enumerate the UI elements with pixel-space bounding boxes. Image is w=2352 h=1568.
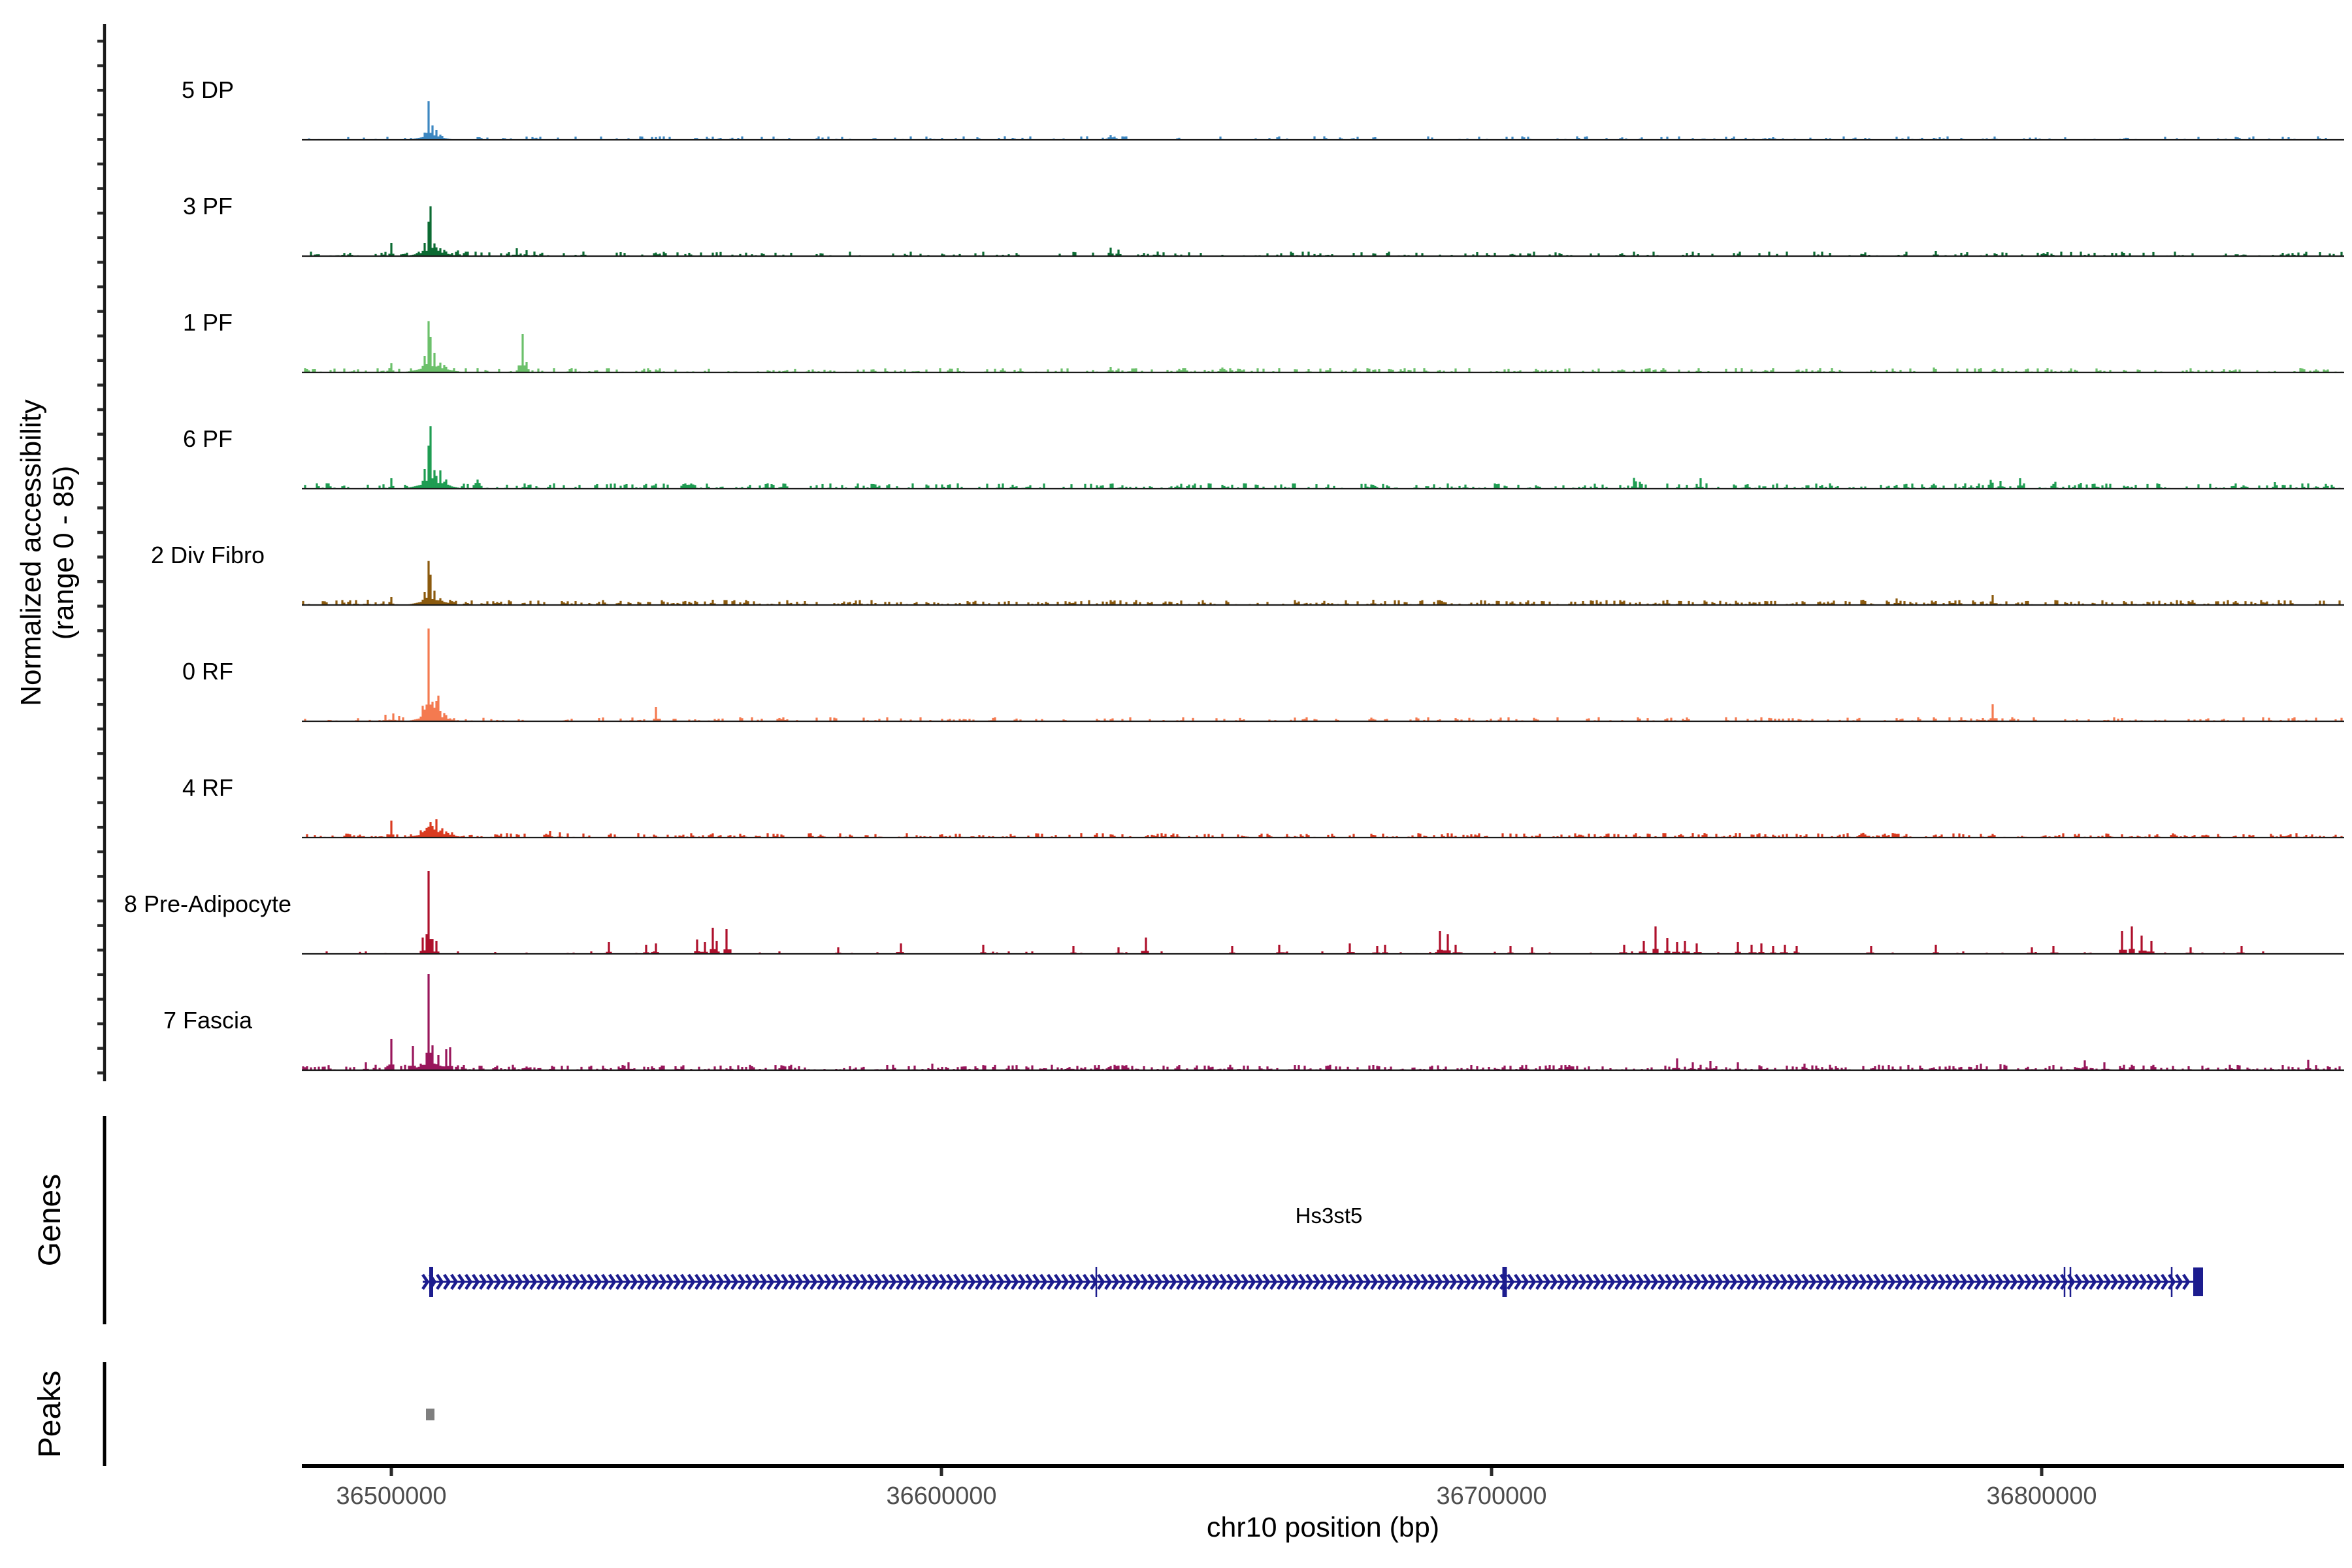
track-row: 3 PF: [183, 193, 2344, 257]
x-axis-tick-label: 36700000: [1436, 1482, 1546, 1510]
track-signal: [325, 871, 2264, 954]
track-label: 7 Fascia: [163, 1007, 253, 1034]
y-axis-label-line2: (range 0 - 85): [48, 466, 80, 640]
track-signal: [302, 561, 2341, 605]
track-row: 0 RF: [182, 629, 2344, 723]
gene-strand-chevrons: [421, 1273, 2191, 1290]
x-axis-tick-label: 36500000: [336, 1482, 446, 1510]
track-row: 4 RF: [182, 774, 2344, 839]
gene-exon-tick: [1502, 1267, 1507, 1297]
track-label: 0 RF: [182, 658, 233, 685]
track-label: 2 Div Fibro: [151, 542, 265, 568]
track-signal: [308, 101, 2327, 140]
gene-end-exon-box: [2193, 1267, 2203, 1296]
track-signal: [306, 819, 2343, 838]
track-label: 5 DP: [182, 76, 234, 103]
coverage-tracks: 5 DP 3 PF 1 PF 6 PF 2 Div Fibro 0 RF 4 RF 8 Pre…: [124, 76, 2344, 1071]
genes-section-label: Genes: [33, 1174, 67, 1266]
x-axis-title: chr10 position (bp): [1207, 1512, 1439, 1543]
track-row: 8 Pre-Adipocyte: [124, 871, 2344, 955]
gene-exon-tick: [2069, 1267, 2072, 1297]
accessibility-axis-bracket: [97, 24, 106, 1081]
track-row: 5 DP: [182, 76, 2344, 141]
track-signal: [304, 426, 2343, 489]
gene-model-layer: [103, 1116, 2203, 1324]
track-row: 7 Fascia: [163, 974, 2344, 1071]
track-row: 6 PF: [183, 425, 2344, 490]
gene-name-label: Hs3st5: [1296, 1203, 1363, 1228]
x-axis-tick-label: 36600000: [886, 1482, 996, 1510]
x-axis-tick-label: 36800000: [1986, 1482, 2097, 1510]
track-label: 3 PF: [183, 193, 233, 220]
track-label: 6 PF: [183, 425, 233, 452]
peaks-layer: [103, 1362, 434, 1466]
track-row: 1 PF: [183, 309, 2344, 374]
track-label: 4 RF: [182, 774, 233, 801]
peak-interval-box: [426, 1409, 434, 1420]
track-signal: [304, 629, 2343, 721]
gene-exon-tick: [429, 1267, 433, 1297]
track-signal: [304, 321, 2343, 372]
gene-exon-tick: [1095, 1267, 1098, 1297]
track-signal: [304, 206, 2343, 256]
track-label: 1 PF: [183, 309, 233, 336]
gene-exon-tick: [2170, 1267, 2173, 1297]
track-label: 8 Pre-Adipocyte: [124, 890, 291, 917]
gene-exon-tick: [2063, 1267, 2066, 1297]
track-signal: [302, 974, 2343, 1070]
y-axis-label-line1: Normalized accessibility: [15, 399, 47, 706]
peaks-section-label: Peaks: [33, 1371, 67, 1458]
track-row: 2 Div Fibro: [151, 542, 2344, 606]
x-axis-layer: 36500000 36600000 36700000 36800000: [302, 1464, 2344, 1510]
